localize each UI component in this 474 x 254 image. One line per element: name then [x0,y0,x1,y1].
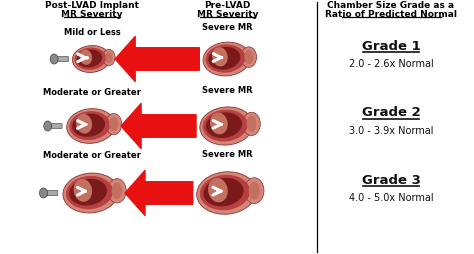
Ellipse shape [50,55,58,65]
Ellipse shape [243,113,260,136]
Text: 2.0 - 2.6x Normal: 2.0 - 2.6x Normal [349,59,433,69]
Ellipse shape [203,110,248,142]
Ellipse shape [203,178,244,207]
Ellipse shape [69,179,107,206]
Text: Severe MR: Severe MR [202,23,253,31]
Text: 4.0 - 5.0x Normal: 4.0 - 5.0x Normal [349,192,433,202]
Ellipse shape [73,179,92,202]
Ellipse shape [245,51,253,65]
Ellipse shape [80,50,92,66]
Ellipse shape [112,183,122,199]
Text: Post-LVAD Implant: Post-LVAD Implant [45,1,139,10]
Ellipse shape [73,46,110,73]
Text: Grade 3: Grade 3 [362,173,420,186]
Ellipse shape [69,112,110,140]
Ellipse shape [77,50,102,68]
Text: MR Severity: MR Severity [61,10,123,19]
Ellipse shape [66,176,113,209]
Ellipse shape [76,114,92,134]
Ellipse shape [208,48,240,70]
Ellipse shape [197,172,256,214]
Text: Severe MR: Severe MR [202,149,253,158]
Text: Moderate or Greater: Moderate or Greater [43,151,141,160]
Ellipse shape [249,182,260,200]
Ellipse shape [210,113,228,135]
Ellipse shape [67,109,115,144]
Ellipse shape [39,188,47,198]
FancyBboxPatch shape [51,124,62,129]
Text: Pre-LVAD: Pre-LVAD [204,1,251,10]
Ellipse shape [109,117,118,132]
Ellipse shape [212,48,228,67]
Ellipse shape [208,178,228,202]
Ellipse shape [241,48,256,68]
Ellipse shape [72,114,105,137]
Text: Ratio of Predicted Normal: Ratio of Predicted Normal [325,10,457,19]
Ellipse shape [106,114,122,135]
FancyBboxPatch shape [58,57,68,62]
Ellipse shape [74,48,106,71]
Ellipse shape [44,121,52,132]
FancyBboxPatch shape [47,191,58,196]
Text: Mild or Less: Mild or Less [64,27,120,36]
Text: 3.0 - 3.9x Normal: 3.0 - 3.9x Normal [349,125,433,135]
Ellipse shape [246,116,256,132]
Text: Moderate or Greater: Moderate or Greater [43,88,141,97]
Ellipse shape [103,50,115,67]
Text: Grade 1: Grade 1 [362,39,420,52]
Ellipse shape [63,173,118,213]
Text: MR Severity: MR Severity [197,10,258,19]
Ellipse shape [200,175,250,210]
Ellipse shape [203,43,250,77]
Ellipse shape [200,107,253,146]
Text: Grade 2: Grade 2 [362,106,420,119]
Ellipse shape [245,178,264,204]
Ellipse shape [108,179,126,203]
Text: Chamber Size Grade as a: Chamber Size Grade as a [328,1,455,10]
Ellipse shape [105,53,112,64]
Ellipse shape [206,113,242,138]
Text: Severe MR: Severe MR [202,86,253,95]
Ellipse shape [206,45,246,73]
